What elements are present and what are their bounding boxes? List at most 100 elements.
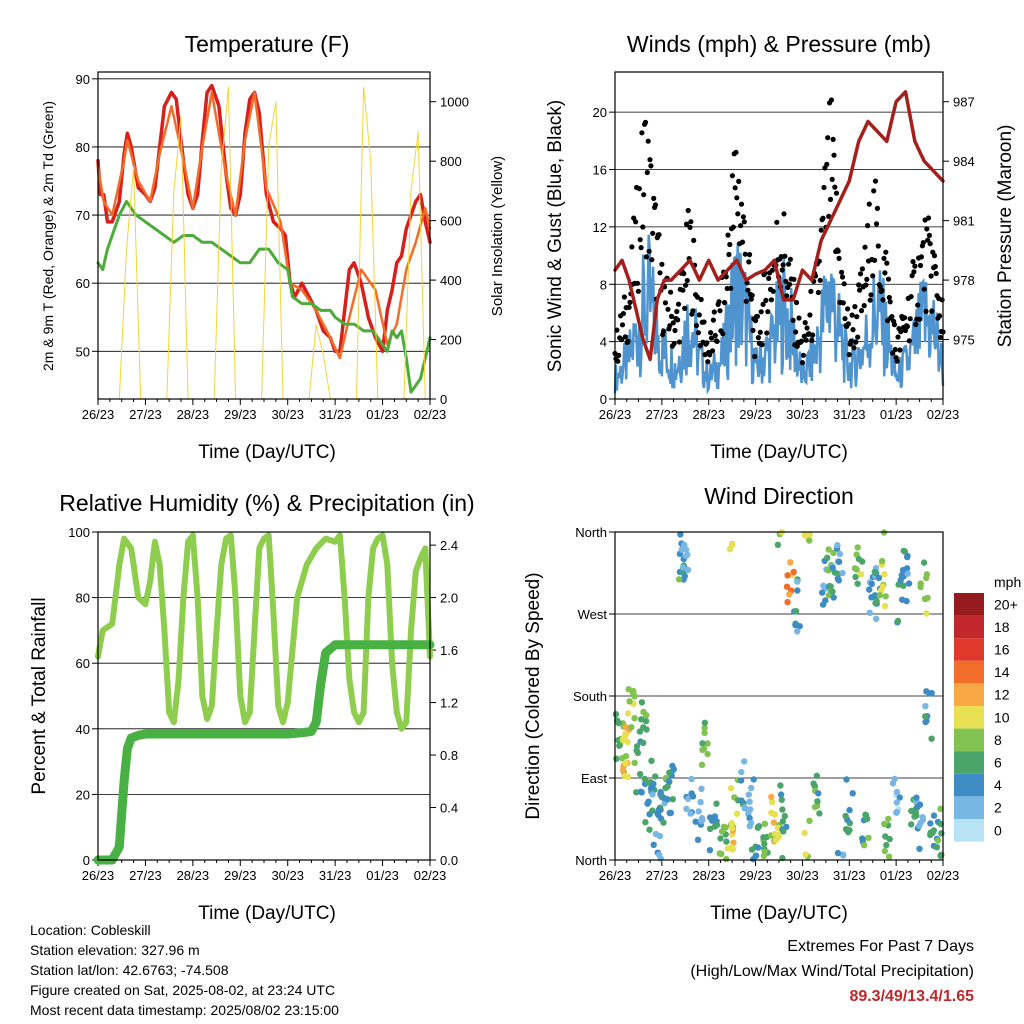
- chart2-series-gust-point: [832, 184, 838, 190]
- chart3-y-axis-label: Percent & Total Rainfall: [29, 597, 50, 794]
- chart4-scatter-point: [881, 571, 888, 578]
- chart2-series-gust-point: [768, 297, 775, 303]
- chart1-x-tick-label: 30/23: [271, 407, 304, 422]
- chart4-scatter-point: [792, 608, 800, 615]
- chart4-scatter-point: [866, 586, 873, 593]
- legend-swatch: [954, 728, 984, 752]
- chart4-x-tick-label: 29/23: [739, 868, 772, 883]
- chart4-scatter-point: [699, 746, 706, 754]
- chart2-series-gust-point: [918, 254, 925, 260]
- chart3-x-tick-label: 29/23: [224, 868, 257, 883]
- chart4-scatter-point: [883, 841, 890, 849]
- chart2-series-gust-point: [926, 232, 933, 238]
- chart4-scatter-point: [760, 852, 768, 860]
- chart4-scatter-point: [637, 788, 644, 795]
- chart4-scatter-point: [903, 597, 910, 605]
- chart2-series-gust-point: [765, 309, 771, 315]
- chart4-scatter-point: [640, 739, 647, 747]
- chart4-scatter-point: [851, 565, 859, 572]
- chart1-x-tick-label: 27/23: [129, 407, 162, 422]
- chart4-scatter-point: [827, 583, 834, 590]
- chart4-scatter-point: [882, 833, 889, 840]
- chart4-scatter-point: [646, 826, 653, 833]
- chart2-series-gust-point: [859, 266, 866, 272]
- extremes-subtitle: (High/Low/Max Wind/Total Precipitation): [690, 963, 974, 980]
- chart2-series-gust-point: [682, 305, 688, 311]
- legend-label: 12: [994, 687, 1010, 703]
- chart4-scatter-point: [706, 847, 714, 854]
- chart1-y-axis-label: 2m & 9m T (Red, Orange) & 2m Td (Green): [40, 101, 56, 371]
- chart4-scatter-point: [678, 546, 685, 553]
- chart2-y-tick-label-right: 984: [953, 154, 975, 169]
- chart4-scatter-point: [741, 758, 748, 765]
- chart2-series-gust-point: [791, 276, 797, 282]
- chart2-series-gust-point: [760, 301, 766, 307]
- chart2-series-gust-point: [754, 313, 761, 319]
- chart1-y-tick-label-right: 600: [440, 214, 462, 229]
- legend-swatch: [954, 660, 984, 684]
- legend-title: mph: [994, 574, 1021, 590]
- chart2-series-gust-point: [881, 255, 887, 261]
- chart2-series-gust-point: [643, 254, 650, 260]
- station-location: Location: Cobleskill: [30, 922, 151, 938]
- chart4-scatter-point: [779, 806, 786, 813]
- chart2-series-gust-point: [889, 314, 895, 320]
- chart2-series-gust-point: [908, 294, 914, 300]
- chart2-series-gust-point: [833, 190, 840, 196]
- chart2-series-gust-point: [640, 224, 646, 230]
- chart2-series-gust-point: [863, 282, 869, 288]
- chart3-x-tick-label: 31/23: [319, 868, 352, 883]
- chart4-scatter-point: [816, 810, 823, 817]
- chart2-series-gust-point: [929, 308, 935, 314]
- chart-panel-2: Winds (mph) & Pressure (mb) Time (Day/UTC…: [545, 31, 1016, 463]
- chart1-title: Temperature (F): [185, 31, 350, 57]
- chart2-series-gust-point: [824, 161, 830, 167]
- chart4-scatter-point: [917, 819, 924, 827]
- chart2-series-gust-point: [820, 215, 826, 221]
- extremes-values: 89.3/49/13.4/1.65: [849, 988, 974, 1005]
- chart1-y-tick-label: 60: [76, 276, 90, 291]
- chart2-series-gust-point: [652, 202, 659, 208]
- chart4-scatter-point: [616, 742, 623, 749]
- chart2-series-gust-point: [704, 340, 710, 346]
- chart3-y-tick-label: 60: [76, 656, 90, 671]
- chart3-y-tick-label-right: 0.0: [440, 853, 458, 868]
- chart2-series-gust-point: [846, 352, 852, 358]
- chart2-series-gust-point: [865, 223, 871, 229]
- data-timestamp: Most recent data timestamp: 2025/08/02 2…: [30, 1002, 339, 1018]
- chart4-scatter-point: [777, 791, 785, 798]
- chart2-x-tick-label: 01/23: [880, 407, 913, 422]
- chart2-series-gust-point: [780, 262, 786, 268]
- chart4-scatter-point: [717, 835, 724, 842]
- chart1-x-tick-label: 26/23: [82, 407, 115, 422]
- chart2-series-gust-point: [875, 243, 881, 249]
- chart4-scatter-point: [934, 837, 942, 844]
- chart2-x-tick-label: 26/23: [599, 407, 632, 422]
- chart2-series-gust-point: [741, 219, 747, 225]
- chart2-x-tick-label: 02/23: [927, 407, 960, 422]
- chart4-scatter-point: [849, 790, 856, 797]
- chart2-series-gust-point: [923, 308, 929, 314]
- chart2-series-gust-point: [882, 270, 888, 276]
- chart4-scatter-point: [825, 546, 832, 553]
- chart4-scatter-point: [728, 824, 736, 832]
- chart4-scatter-point: [649, 807, 656, 814]
- chart2-series-gust-point: [825, 135, 831, 141]
- chart3-y-tick-label-right: 2.4: [440, 538, 458, 553]
- chart2-series-gust-point: [835, 248, 841, 254]
- chart4-scatter-point: [748, 784, 755, 792]
- chart4-scatter-point: [622, 730, 629, 738]
- chart4-scatter-point: [790, 568, 797, 576]
- chart2-series-gust-point: [627, 299, 633, 305]
- chart4-scatter-point: [684, 795, 692, 802]
- legend-label: 16: [994, 642, 1010, 658]
- chart3-y-tick-label-right: 0.4: [440, 801, 458, 816]
- chart4-scatter-point: [642, 717, 650, 725]
- chart2-series-gust-point: [842, 316, 848, 322]
- chart2-series-gust-point: [915, 302, 921, 308]
- chart2-series-gust-point: [709, 348, 716, 354]
- chart4-scatter-point: [836, 550, 844, 558]
- chart2-series-gust-point: [880, 297, 886, 303]
- chart1-x-tick-label: 02/23: [414, 407, 447, 422]
- chart3-x-tick-label: 02/23: [414, 868, 447, 883]
